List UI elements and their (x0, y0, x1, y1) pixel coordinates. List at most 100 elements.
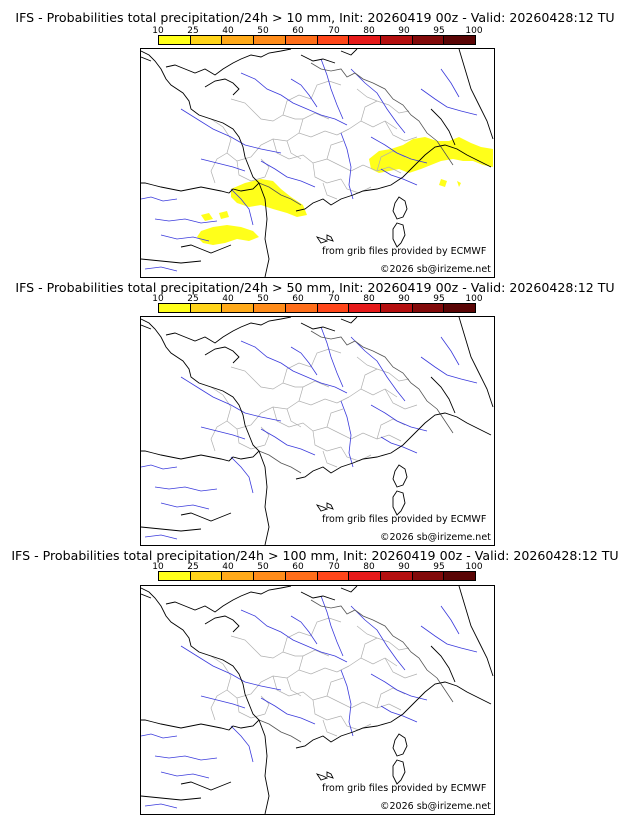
colorbar-segment (412, 36, 445, 44)
colorbar-tick: 10 (152, 26, 164, 36)
river (141, 196, 178, 202)
colorbar-segment (190, 36, 223, 44)
colorbar-segment (222, 572, 255, 580)
river (380, 705, 418, 723)
probability-map: from grib files provided by ECMWF ©2026 … (140, 48, 495, 278)
river (440, 68, 460, 98)
colorbar-ticks: 10 25 40 50 60 70 80 90 95 100 (139, 294, 495, 304)
colorbar-segment (349, 572, 381, 580)
coastline (165, 586, 292, 613)
source-credit: from grib files provided by ECMWF (322, 246, 487, 257)
coastline (165, 49, 292, 76)
coastline (392, 222, 406, 248)
colorbar-segment (159, 304, 191, 312)
precipitation-area (457, 181, 461, 187)
country-border (258, 182, 302, 206)
department-boundary (230, 98, 252, 110)
river (144, 534, 178, 540)
coastline (326, 771, 334, 779)
colorbar-tick: 40 (222, 26, 234, 36)
river (320, 58, 344, 120)
river (180, 376, 282, 422)
colorbar-segment (317, 304, 350, 312)
coastline (258, 719, 270, 814)
colorbar-tick: 50 (257, 294, 269, 304)
coastline (258, 182, 270, 277)
map-drawing (141, 49, 494, 277)
coastline (141, 324, 152, 330)
department-boundary (340, 178, 372, 194)
colorbar-tick: 90 (398, 294, 410, 304)
department-boundary (348, 388, 398, 398)
coastline (315, 504, 329, 512)
colorbar-segment (254, 36, 286, 44)
colorbar-ticks: 10 25 40 50 60 70 80 90 95 100 (139, 26, 495, 36)
river (320, 595, 344, 657)
colorbar (158, 571, 476, 581)
river (230, 725, 254, 763)
coastline (392, 759, 406, 785)
department-boundary (322, 182, 338, 200)
department-boundary (384, 388, 418, 410)
department-boundary (286, 677, 302, 697)
coastline (204, 78, 240, 96)
colorbar-tick: 60 (292, 294, 304, 304)
colorbar-tick: 95 (433, 562, 445, 572)
precipitation-area (197, 225, 259, 245)
coastline (180, 244, 232, 254)
colorbar-segment (222, 36, 255, 44)
map-drawing (141, 317, 494, 545)
department-boundary (286, 408, 302, 428)
coastline (204, 615, 240, 633)
colorbar-tick: 25 (187, 562, 199, 572)
department-boundary (210, 420, 228, 452)
river (230, 456, 254, 494)
river (230, 188, 254, 226)
colorbar-segment (380, 572, 413, 580)
coastline (340, 49, 358, 56)
colorbar-tick: 60 (292, 562, 304, 572)
department-boundary (298, 112, 330, 134)
country-border (310, 330, 438, 410)
river (141, 733, 178, 739)
colorbar-tick: 80 (363, 562, 375, 572)
colorbar-segment (317, 572, 350, 580)
colorbar-segment (254, 572, 286, 580)
department-boundary (260, 695, 270, 715)
coastline (315, 236, 329, 244)
river (200, 695, 246, 709)
department-boundary (310, 80, 342, 100)
department-boundary (282, 362, 312, 384)
colorbar-segment (444, 304, 476, 312)
coastline (392, 464, 408, 488)
river (260, 697, 316, 725)
colorbar-tick: 100 (465, 294, 483, 304)
department-boundary (230, 635, 252, 647)
department-boundary (260, 426, 270, 446)
colorbar-tick: 40 (222, 562, 234, 572)
colorbar-segment (254, 304, 286, 312)
colorbar-segment (159, 36, 191, 44)
coastline (180, 512, 232, 522)
coastline (141, 526, 202, 532)
colorbar-segment (349, 304, 381, 312)
department-boundary (322, 450, 338, 468)
colorbar-tick: 40 (222, 294, 234, 304)
river (380, 168, 418, 186)
panel-title: IFS - Probabilities total precipitation/… (15, 10, 615, 25)
coastline (165, 317, 292, 344)
river (350, 605, 406, 671)
country-border (258, 719, 302, 743)
colorbar-segment (444, 572, 476, 580)
colorbar-segment (412, 304, 445, 312)
country-border (436, 408, 454, 434)
department-boundary (298, 649, 330, 671)
river (260, 428, 316, 456)
department-boundary (360, 368, 390, 390)
coastline (295, 681, 492, 749)
river (160, 771, 210, 779)
coastline (300, 322, 336, 332)
department-boundary (250, 376, 303, 390)
panel-title: IFS - Probabilities total precipitation/… (15, 280, 615, 295)
river (380, 436, 418, 454)
